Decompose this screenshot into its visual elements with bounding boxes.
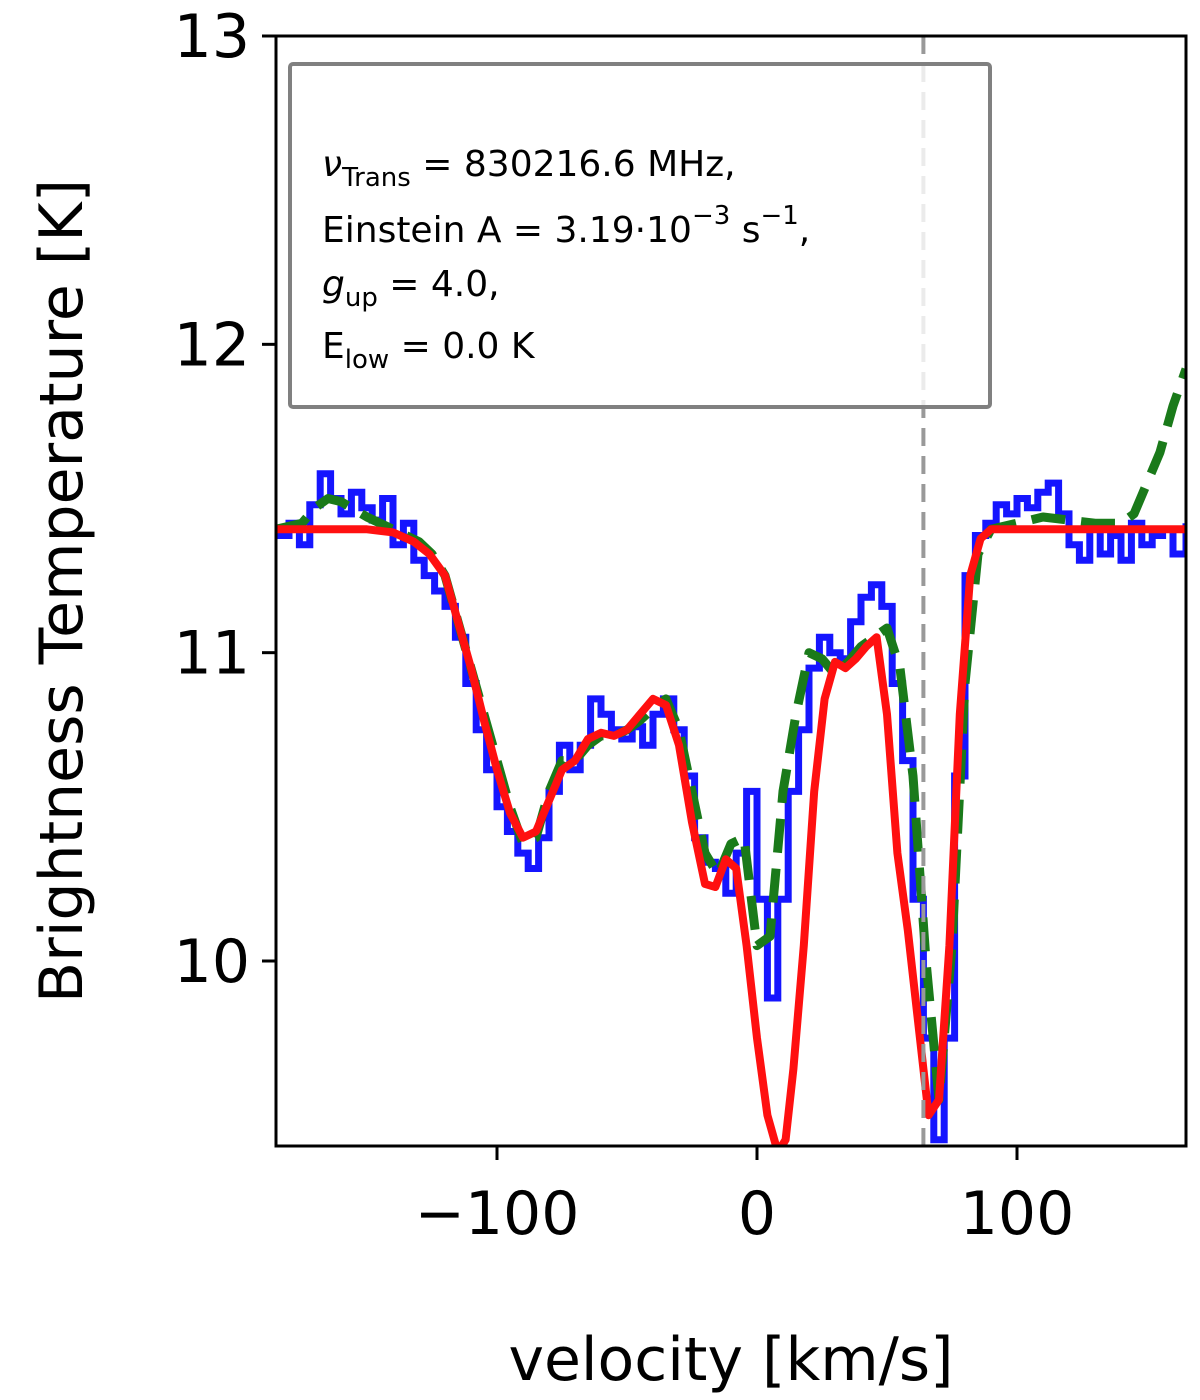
y-axis-label: Brightness Temperature [K] (27, 179, 97, 1003)
annotation-box: νTrans = 830216.6 MHz, Einstein A = 3.19… (288, 62, 992, 409)
annotation-line-transition: νTrans = 830216.6 MHz, (322, 144, 736, 193)
y-tick-label-1: 11 (174, 619, 250, 689)
series-layer (276, 367, 1186, 1146)
annotation-line-einstein: Einstein A = 3.19·10−3 s−1, (322, 201, 810, 251)
series-observed (276, 470, 1186, 1144)
series-model_solid (276, 525, 1186, 1146)
y-tick-label-0: 10 (174, 927, 250, 997)
plot-frame (274, 34, 1188, 1148)
y-tick-label-3: 13 (174, 2, 250, 72)
x-tick-label-0: −100 (415, 1179, 580, 1249)
annotation-box-frame (288, 62, 992, 409)
series-model_dashed (276, 367, 1186, 1105)
y-axis: 10 11 12 13 (174, 2, 276, 997)
x-axis-label: velocity [km/s] (508, 1325, 953, 1395)
x-axis: −100 0 100 (415, 1146, 1075, 1249)
annotation-line-elow: Elow = 0.0 K (322, 326, 536, 375)
y-tick-label-2: 12 (174, 310, 250, 380)
x-tick-label-1: 0 (738, 1179, 776, 1249)
x-tick-label-2: 100 (960, 1179, 1075, 1249)
annotation-line-gup: gup = 4.0, (322, 264, 500, 313)
